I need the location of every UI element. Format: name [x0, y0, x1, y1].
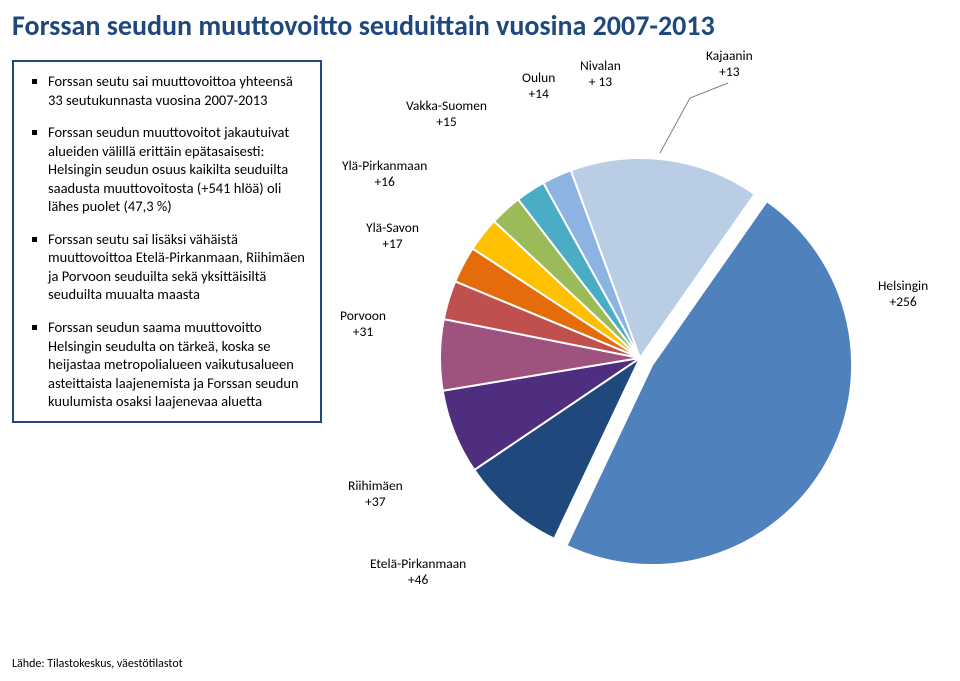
bullet-item: Forssan seutu sai muuttovoittoa yhteensä…: [48, 72, 308, 109]
slice-label-ylä-pirkanmaan: Ylä-Pirkanmaan+16: [342, 158, 427, 189]
slice-label-ylä-savon: Ylä-Savon+17: [366, 220, 419, 251]
slice-label-etelä-pirkanmaan: Etelä-Pirkanmaan+46: [370, 556, 466, 587]
pie-chart: Helsingin+256 Etelä-Pirkanmaan+46 Riihimäe…: [330, 48, 950, 628]
pie-svg: [330, 48, 950, 628]
page-title: Forssan seudun muuttovoitto seuduittain …: [0, 0, 960, 47]
source-note: Lähde: Tilastokeskus, väestötilastot: [12, 657, 183, 671]
bullet-item: Forssan seutu sai lisäksi vähäistä muutt…: [48, 230, 308, 304]
bullet-list: Forssan seutu sai muuttovoittoa yhteensä…: [32, 72, 308, 411]
slice-label-oulun: Oulun+14: [522, 70, 555, 101]
slice-label-helsingin: Helsingin+256: [878, 278, 928, 309]
slice-label-nivalan: Nivalan+ 13: [580, 58, 621, 89]
bullet-box: Forssan seutu sai muuttovoittoa yhteensä…: [12, 60, 322, 423]
slice-label-porvoon: Porvoon+31: [340, 308, 386, 339]
leader-line: [660, 83, 728, 153]
slice-label-kajaanin: Kajaanin+13: [706, 48, 753, 79]
slice-label-vakka-suomen: Vakka-Suomen+15: [406, 98, 487, 129]
bullet-item: Forssan seudun muuttovoitot jakautuivat …: [48, 123, 308, 216]
bullet-item: Forssan seudun saama muuttovoitto Helsin…: [48, 318, 308, 411]
slice-label-riihimäen: Riihimäen+37: [348, 478, 403, 509]
